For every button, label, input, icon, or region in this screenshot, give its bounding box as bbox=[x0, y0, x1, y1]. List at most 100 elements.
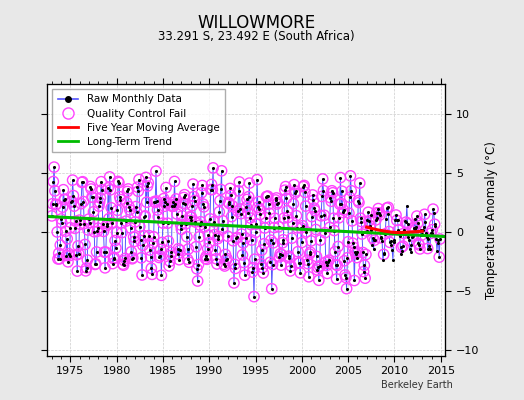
Point bbox=[187, 217, 195, 224]
Point bbox=[299, 222, 307, 229]
Point bbox=[245, 180, 254, 186]
Point bbox=[306, 249, 314, 256]
Point bbox=[311, 207, 319, 214]
Point bbox=[67, 199, 75, 205]
Point bbox=[258, 264, 267, 271]
Point bbox=[255, 206, 264, 213]
Point bbox=[188, 202, 196, 209]
Point bbox=[255, 198, 263, 205]
Point bbox=[167, 249, 176, 256]
Point bbox=[423, 245, 432, 252]
Point bbox=[337, 200, 345, 207]
Point bbox=[145, 232, 153, 239]
Point bbox=[134, 188, 143, 194]
Point bbox=[138, 272, 146, 278]
Point bbox=[113, 229, 121, 236]
Point bbox=[189, 181, 197, 187]
Point bbox=[91, 261, 99, 268]
Point bbox=[435, 254, 443, 260]
Point bbox=[168, 203, 177, 210]
Point bbox=[323, 270, 332, 277]
Point bbox=[405, 237, 413, 244]
Point bbox=[273, 201, 281, 207]
Point bbox=[413, 220, 422, 226]
Point bbox=[64, 250, 73, 257]
Point bbox=[222, 257, 231, 264]
Point bbox=[270, 224, 278, 231]
Point bbox=[129, 234, 138, 240]
Point bbox=[386, 239, 394, 246]
Point bbox=[130, 238, 138, 244]
Point bbox=[275, 224, 283, 230]
Point bbox=[194, 261, 203, 268]
Point bbox=[347, 188, 355, 194]
Point bbox=[54, 250, 63, 256]
Point bbox=[376, 212, 384, 218]
Point bbox=[223, 255, 231, 262]
Point bbox=[142, 174, 150, 180]
Point bbox=[324, 259, 332, 265]
Point bbox=[211, 232, 219, 238]
Point bbox=[413, 213, 421, 219]
Point bbox=[388, 247, 396, 254]
Point bbox=[285, 255, 293, 261]
Point bbox=[200, 224, 209, 230]
Point bbox=[312, 253, 321, 260]
Point bbox=[336, 174, 345, 181]
Text: 33.291 S, 23.492 E (South Africa): 33.291 S, 23.492 E (South Africa) bbox=[158, 30, 355, 43]
Point bbox=[206, 216, 214, 222]
Point bbox=[337, 200, 345, 207]
Point bbox=[399, 230, 408, 237]
Point bbox=[327, 198, 335, 204]
Point bbox=[259, 270, 267, 276]
Point bbox=[172, 196, 180, 202]
Point bbox=[163, 220, 172, 226]
Point bbox=[208, 186, 216, 193]
Point bbox=[94, 225, 102, 232]
Point bbox=[220, 261, 228, 268]
Point bbox=[129, 234, 138, 240]
Point bbox=[203, 246, 212, 252]
Point bbox=[146, 254, 155, 260]
Point bbox=[326, 194, 335, 201]
Point bbox=[291, 190, 299, 196]
Point bbox=[221, 251, 230, 258]
Point bbox=[208, 181, 216, 188]
Point bbox=[214, 233, 223, 240]
Point bbox=[338, 188, 346, 194]
Point bbox=[358, 231, 366, 237]
Point bbox=[335, 201, 344, 207]
Point bbox=[322, 262, 331, 269]
Point bbox=[97, 178, 105, 185]
Point bbox=[222, 257, 231, 264]
Point bbox=[121, 255, 129, 262]
Point bbox=[56, 242, 64, 248]
Point bbox=[375, 210, 383, 216]
Point bbox=[133, 209, 141, 216]
Point bbox=[246, 215, 254, 221]
Point bbox=[63, 236, 71, 242]
Point bbox=[268, 286, 276, 292]
Point bbox=[54, 256, 62, 262]
Point bbox=[260, 240, 268, 247]
Point bbox=[198, 190, 206, 196]
Point bbox=[331, 248, 339, 255]
Point bbox=[90, 228, 99, 235]
Point bbox=[434, 237, 443, 243]
Point bbox=[193, 278, 202, 284]
Point bbox=[212, 256, 221, 262]
Point bbox=[423, 245, 432, 252]
Point bbox=[72, 252, 81, 258]
Point bbox=[95, 199, 104, 205]
Point bbox=[234, 208, 242, 214]
Point bbox=[240, 259, 248, 266]
Point bbox=[149, 234, 158, 240]
Point bbox=[214, 236, 222, 242]
Point bbox=[202, 253, 210, 260]
Point bbox=[325, 224, 334, 230]
Point bbox=[199, 201, 208, 207]
Point bbox=[95, 203, 103, 209]
Point bbox=[69, 177, 77, 183]
Point bbox=[159, 220, 167, 226]
Point bbox=[51, 202, 60, 208]
